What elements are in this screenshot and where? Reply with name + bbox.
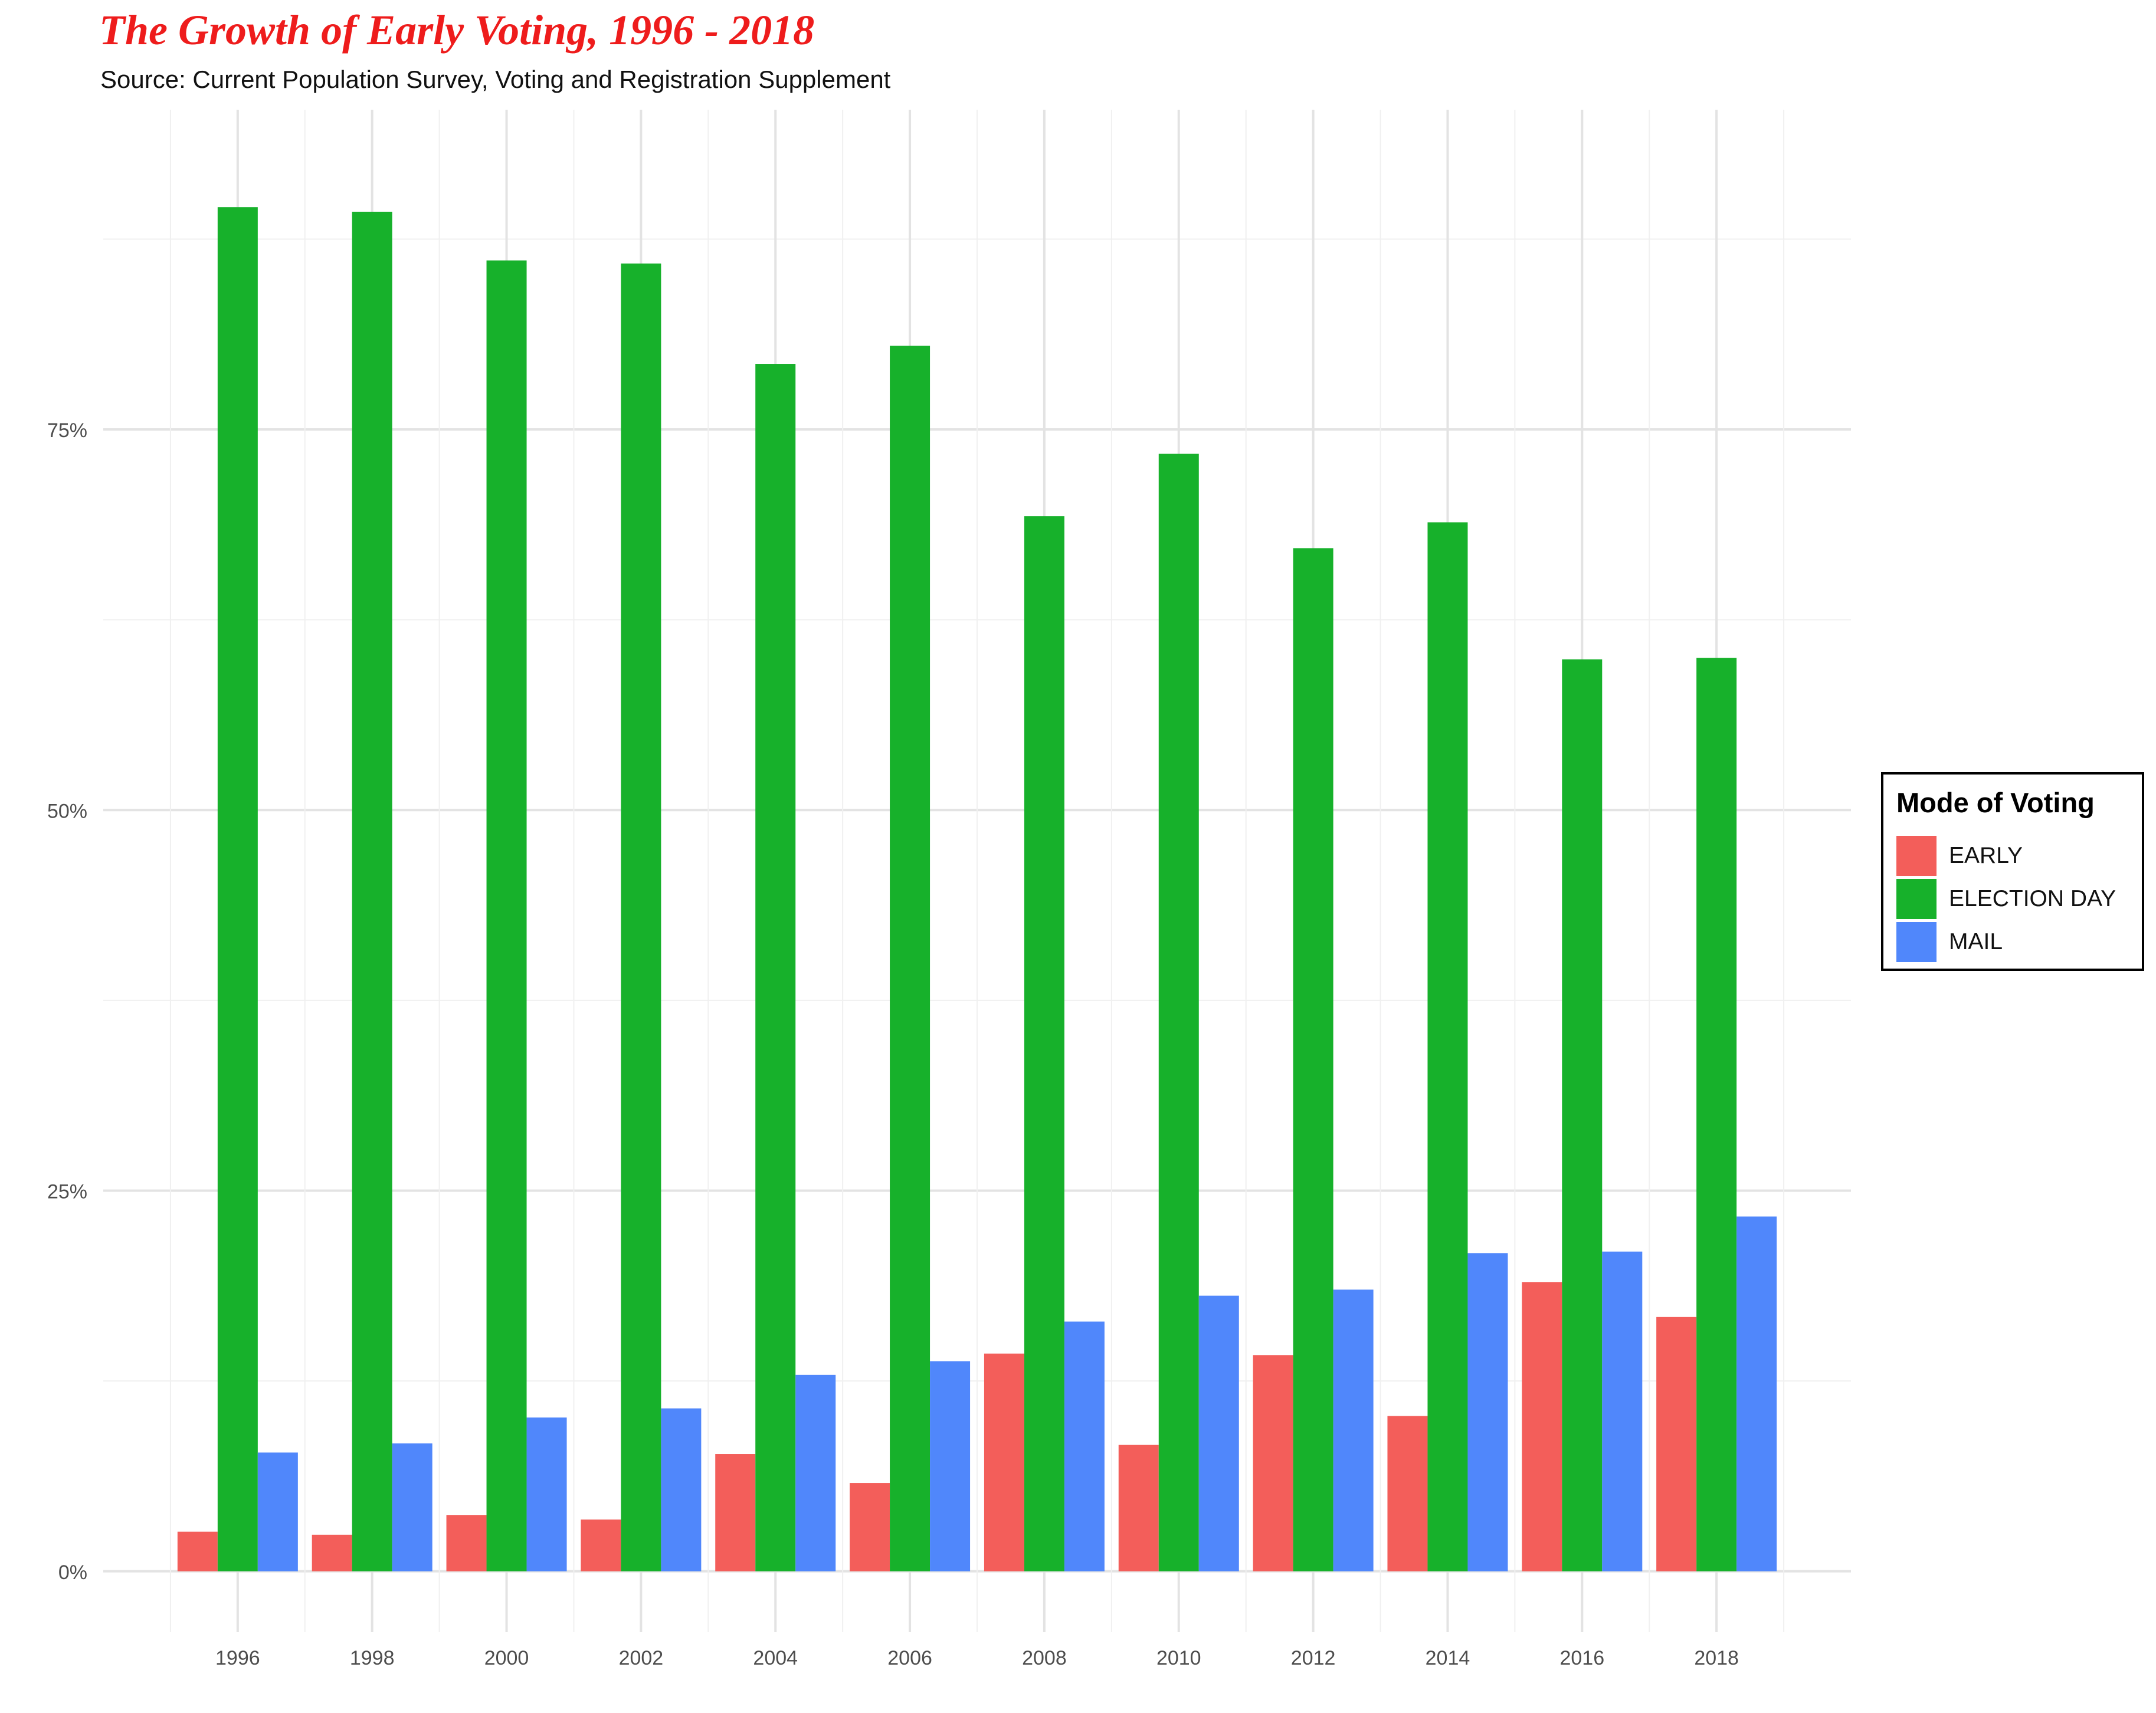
legend: Mode of Voting EARLY ELECTION DAY MAIL — [1881, 772, 2144, 971]
x-tick-label-2000: 2000 — [484, 1647, 529, 1669]
x-tick-label-1996: 1996 — [215, 1647, 260, 1669]
legend-title: Mode of Voting — [1896, 787, 2095, 818]
x-axis-ticks: 1996 1998 2000 2002 2004 2006 2008 2010 2012 2014… — [215, 1647, 1739, 1669]
x-tick-label-2010: 2010 — [1156, 1647, 1201, 1669]
bar-mail-2018 — [1736, 1216, 1777, 1571]
bar-mail-2004 — [795, 1374, 836, 1571]
bar-early-2014 — [1387, 1416, 1428, 1571]
chart-title: The Growth of Early Voting, 1996 - 2018 — [99, 6, 815, 54]
legend-label-election-day: ELECTION DAY — [1949, 886, 2116, 911]
bar-election-day-2008 — [1024, 516, 1064, 1571]
legend-item-mail: MAIL — [1896, 922, 2138, 962]
bar-election-day-2002 — [621, 263, 661, 1571]
bar-early-2004 — [715, 1454, 756, 1571]
bar-early-2006 — [850, 1483, 890, 1571]
bar-election-day-1996 — [217, 207, 258, 1571]
bar-early-1996 — [177, 1531, 218, 1571]
bars — [177, 207, 1777, 1571]
x-tick-label-2002: 2002 — [619, 1647, 664, 1669]
bar-mail-2016 — [1602, 1251, 1643, 1571]
legend-key-election-day — [1896, 879, 1937, 919]
x-tick-label-2012: 2012 — [1291, 1647, 1336, 1669]
x-tick-label-2008: 2008 — [1022, 1647, 1067, 1669]
legend-label-mail: MAIL — [1949, 929, 2003, 954]
bar-early-2018 — [1656, 1317, 1697, 1571]
x-tick-label-1998: 1998 — [350, 1647, 395, 1669]
bar-mail-2006 — [930, 1361, 971, 1571]
bar-election-day-2004 — [755, 364, 796, 1571]
bar-election-day-2012 — [1293, 548, 1333, 1571]
bar-early-2002 — [581, 1520, 621, 1571]
bar-mail-1998 — [392, 1443, 432, 1571]
bar-mail-2010 — [1198, 1295, 1239, 1571]
bar-mail-1996 — [257, 1452, 298, 1571]
legend-label-early: EARLY — [1949, 843, 2023, 868]
y-axis-ticks: 0% 25% 50% 75% — [47, 419, 87, 1584]
y-tick-label: 50% — [47, 800, 87, 822]
bar-election-day-2016 — [1562, 659, 1603, 1571]
x-tick-label-2006: 2006 — [887, 1647, 932, 1669]
bar-mail-2014 — [1467, 1253, 1508, 1571]
legend-key-mail — [1896, 922, 1937, 962]
x-tick-label-2016: 2016 — [1559, 1647, 1604, 1669]
bar-election-day-1998 — [352, 211, 392, 1571]
y-tick-label: 75% — [47, 419, 87, 442]
x-tick-label-2018: 2018 — [1694, 1647, 1739, 1669]
x-tick-label-2014: 2014 — [1426, 1647, 1470, 1669]
chart-subtitle: Source: Current Population Survey, Votin… — [100, 65, 891, 93]
bar-early-2016 — [1522, 1282, 1562, 1571]
legend-item-election-day: ELECTION DAY — [1896, 879, 2138, 919]
bar-election-day-2018 — [1696, 658, 1737, 1571]
bar-mail-2012 — [1333, 1289, 1374, 1571]
y-tick-label: 25% — [47, 1181, 87, 1203]
y-tick-label: 0% — [58, 1561, 87, 1584]
bar-election-day-2000 — [486, 260, 527, 1571]
bar-mail-2002 — [661, 1408, 702, 1571]
bar-early-2008 — [984, 1353, 1024, 1571]
bar-early-2012 — [1253, 1355, 1293, 1571]
legend-item-early: EARLY — [1896, 836, 2138, 876]
bar-election-day-2006 — [890, 346, 930, 1571]
bar-election-day-2014 — [1427, 522, 1468, 1571]
bar-early-2000 — [446, 1515, 487, 1571]
bar-election-day-2010 — [1158, 454, 1199, 1571]
bar-mail-2000 — [526, 1417, 567, 1571]
legend-key-early — [1896, 836, 1937, 876]
bar-mail-2008 — [1064, 1321, 1105, 1571]
bar-early-1998 — [312, 1534, 352, 1571]
x-tick-label-2004: 2004 — [753, 1647, 798, 1669]
bar-early-2010 — [1118, 1445, 1159, 1571]
